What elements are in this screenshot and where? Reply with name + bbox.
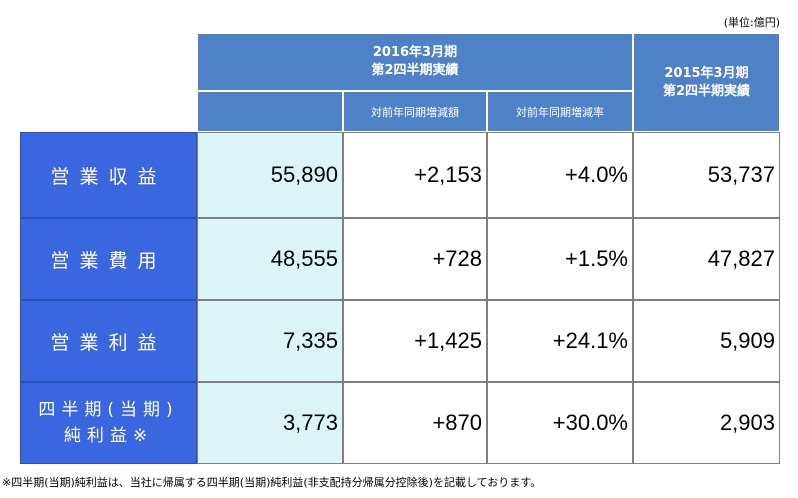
value-previous-net-income: 2,903 xyxy=(633,382,780,464)
value-current-operating-revenue: 55,890 xyxy=(197,132,343,218)
value-rate-net-income: +30.0% xyxy=(487,382,633,464)
header-diff-rate: 対前年同期増減率 xyxy=(487,91,633,132)
footnote: ※四半期(当期)純利益は、当社に帰属する四半期(当期)純利益(非支配持分帰属分控… xyxy=(2,476,542,489)
row-label-net-income-line2: 純利益※ xyxy=(63,426,154,446)
row-label-net-income: 四半期(当期) 純利益※ xyxy=(20,382,197,464)
header-current-period: 2016年3月期 第2四半期実績 xyxy=(197,33,633,91)
value-previous-operating-income: 5,909 xyxy=(633,300,780,382)
value-current-net-income: 3,773 xyxy=(197,382,343,464)
value-diff-operating-expenses: +728 xyxy=(343,218,487,300)
value-diff-net-income: +870 xyxy=(343,382,487,464)
value-current-operating-expenses: 48,555 xyxy=(197,218,343,300)
value-diff-operating-revenue: +2,153 xyxy=(343,132,487,218)
value-rate-operating-expenses: +1.5% xyxy=(487,218,633,300)
value-previous-operating-revenue: 53,737 xyxy=(633,132,780,218)
row-label-net-income-line1: 四半期(当期) xyxy=(38,400,179,420)
header-current-value-spacer xyxy=(197,91,343,132)
value-previous-operating-expenses: 47,827 xyxy=(633,218,780,300)
unit-label: (単位:億円) xyxy=(723,16,780,29)
value-rate-operating-revenue: +4.0% xyxy=(487,132,633,218)
header-diff-amount: 対前年同期増減額 xyxy=(343,91,487,132)
row-label-operating-income: 営業利益 xyxy=(20,300,197,382)
row-label-operating-revenue: 営業収益 xyxy=(20,132,197,218)
value-current-operating-income: 7,335 xyxy=(197,300,343,382)
value-diff-operating-income: +1,425 xyxy=(343,300,487,382)
value-rate-operating-income: +24.1% xyxy=(487,300,633,382)
header-previous-period: 2015年3月期 第2四半期実績 xyxy=(633,33,780,132)
row-label-operating-expenses: 営業費用 xyxy=(20,218,197,300)
